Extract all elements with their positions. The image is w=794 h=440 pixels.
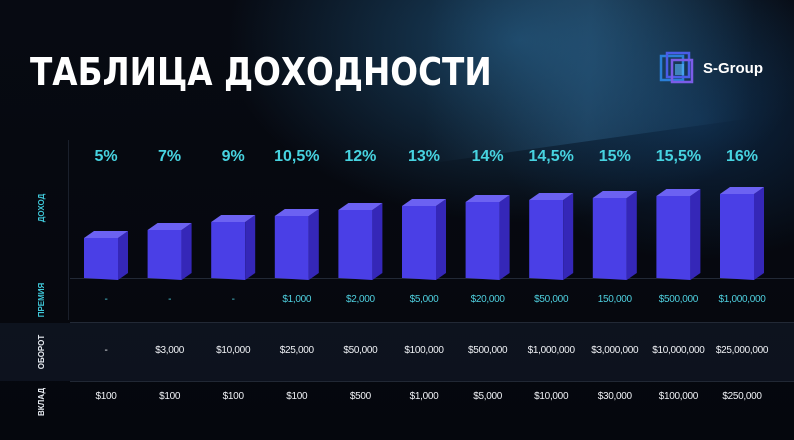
percent-label: 14% xyxy=(471,148,504,165)
bar-top-face xyxy=(529,193,574,200)
bonus-cell: $5,000 xyxy=(409,294,439,305)
bonus-cell: $2,000 xyxy=(345,294,375,305)
bar-top-face xyxy=(84,231,128,238)
deposit-cell: $30,000 xyxy=(597,391,632,402)
bonus-cell: $1,000 xyxy=(282,294,312,305)
income-bar xyxy=(720,187,764,280)
percent-label: 12% xyxy=(344,148,377,165)
brand-logo: S-Group xyxy=(659,50,763,86)
deposit-cell: $100 xyxy=(286,391,308,402)
bar-side-face xyxy=(308,209,319,280)
bar-side-face xyxy=(118,231,128,280)
turnover-cell: $25,000 xyxy=(279,345,314,356)
vertical-divider xyxy=(68,140,69,320)
turnover-row-band xyxy=(0,323,794,381)
bar-side-face xyxy=(563,193,574,280)
bar-side-face xyxy=(245,215,256,280)
income-bar xyxy=(211,215,256,280)
bar-front-face xyxy=(402,206,436,280)
bar-side-face xyxy=(754,187,764,280)
bar-front-face xyxy=(84,238,118,280)
bar-side-face xyxy=(181,223,192,280)
bar-top-face xyxy=(402,199,446,206)
percent-label: 9% xyxy=(221,148,245,165)
bar-front-face xyxy=(211,222,246,280)
deposit-cell: $10,000 xyxy=(534,391,569,402)
percent-label: 14,5% xyxy=(528,148,574,165)
turnover-cell: $1,000,000 xyxy=(527,345,575,356)
bar-top-face xyxy=(465,195,510,202)
income-bar xyxy=(402,199,446,280)
bar-side-face xyxy=(690,189,701,280)
turnover-cell: - xyxy=(104,345,108,356)
bar-side-face xyxy=(626,191,637,280)
percent-label: 7% xyxy=(158,148,182,165)
turnover-cell: $500,000 xyxy=(467,345,508,356)
deposit-cell: $100 xyxy=(159,391,181,402)
brand-name: S-Group xyxy=(703,59,763,77)
bonus-cell: - xyxy=(104,294,108,305)
bar-front-face xyxy=(720,194,754,280)
divider-bonus xyxy=(70,322,794,323)
divider-turnover xyxy=(70,381,794,382)
income-bar xyxy=(529,193,574,280)
turnover-cell: $10,000,000 xyxy=(652,345,705,356)
bar-top-face xyxy=(211,215,256,222)
percent-label: 13% xyxy=(407,148,441,165)
bonus-cell: $500,000 xyxy=(658,294,699,305)
deposit-cell: $5,000 xyxy=(473,391,502,402)
turnover-cell: $100,000 xyxy=(404,345,444,356)
bar-side-face xyxy=(436,199,446,280)
bar-front-face xyxy=(274,216,309,280)
bonus-cell: - xyxy=(231,294,235,305)
deposit-cell: $1,000 xyxy=(409,391,439,402)
bar-top-face xyxy=(274,209,319,216)
bar-side-face xyxy=(499,195,510,280)
deposit-cell: $500 xyxy=(349,391,371,402)
turnover-cell: $25,000,000 xyxy=(715,345,769,356)
bonus-cell: 150,000 xyxy=(597,294,632,305)
bar-front-face xyxy=(529,200,564,280)
bar-front-face xyxy=(592,198,627,280)
deposit-cell: $250,000 xyxy=(722,391,762,402)
bar-front-face xyxy=(338,210,373,280)
bar-top-face xyxy=(656,189,701,196)
income-bar xyxy=(656,189,701,280)
bar-side-face xyxy=(372,203,383,280)
percent-label: 5% xyxy=(94,148,118,165)
percent-label: 10,5% xyxy=(274,148,320,165)
deposit-cell: $100 xyxy=(95,391,117,402)
page-title: ТАБЛИЦА ДОХОДНОСТИ xyxy=(30,50,492,94)
bar-top-face xyxy=(720,187,764,194)
bonus-cell: - xyxy=(168,294,172,305)
deposit-cell: $100,000 xyxy=(658,391,699,402)
percent-label: 16% xyxy=(725,148,759,165)
turnover-cell: $3,000,000 xyxy=(591,345,639,356)
income-bar xyxy=(592,191,637,280)
income-bar xyxy=(338,203,383,280)
s-group-logo-icon xyxy=(659,51,694,84)
bar-top-face xyxy=(338,203,383,210)
income-bar xyxy=(274,209,319,280)
income-bar xyxy=(84,231,128,280)
percent-label: 15% xyxy=(598,148,631,165)
bar-front-face xyxy=(465,202,500,280)
turnover-cell: $50,000 xyxy=(343,345,378,356)
percent-label: 15,5% xyxy=(655,148,702,165)
income-bar xyxy=(465,195,510,280)
bar-top-face xyxy=(147,223,192,230)
income-bar xyxy=(147,223,192,280)
turnover-cell: $10,000 xyxy=(216,345,251,356)
deposit-cell: $100 xyxy=(222,391,244,402)
turnover-cell: $3,000 xyxy=(155,345,184,356)
bar-front-face xyxy=(656,196,691,280)
bar-top-face xyxy=(592,191,637,198)
bonus-cell: $1,000,000 xyxy=(718,294,766,305)
bonus-cell: $50,000 xyxy=(534,294,569,305)
bar-front-face xyxy=(147,230,182,280)
bonus-cell: $20,000 xyxy=(470,294,505,305)
